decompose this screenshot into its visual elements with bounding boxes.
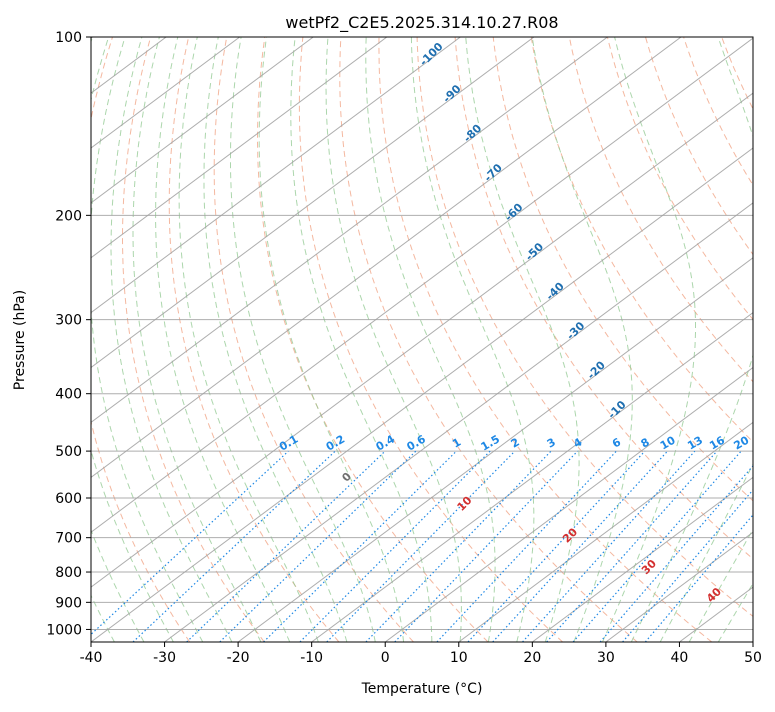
x-tick-label: 20	[523, 650, 541, 666]
y-tick-label: 600	[55, 491, 82, 507]
x-tick-label: 50	[744, 650, 762, 666]
x-tick-label: 10	[450, 650, 468, 666]
x-tick-label: -40	[80, 650, 103, 666]
x-tick-label: -30	[153, 650, 176, 666]
chart-title: wetPf2_C2E5.2025.314.10.27.R08	[285, 13, 558, 33]
y-tick-label: 100	[55, 30, 82, 46]
y-tick-label: 800	[55, 565, 82, 581]
x-tick-label: 40	[671, 650, 689, 666]
y-tick-label: 300	[55, 313, 82, 329]
y-tick-label: 900	[55, 595, 82, 611]
x-tick-label: -20	[227, 650, 250, 666]
y-axis-label: Pressure (hPa)	[12, 290, 28, 390]
y-tick-label: 700	[55, 531, 82, 547]
y-tick-label: 200	[55, 208, 82, 224]
y-tick-label: 500	[55, 444, 82, 460]
y-tick-label: 400	[55, 387, 82, 403]
x-tick-label: -10	[300, 650, 323, 666]
x-axis-label: Temperature (°C)	[361, 681, 483, 697]
x-tick-label: 30	[597, 650, 615, 666]
y-tick-label: 1000	[46, 622, 82, 638]
x-tick-label: 0	[381, 650, 390, 666]
